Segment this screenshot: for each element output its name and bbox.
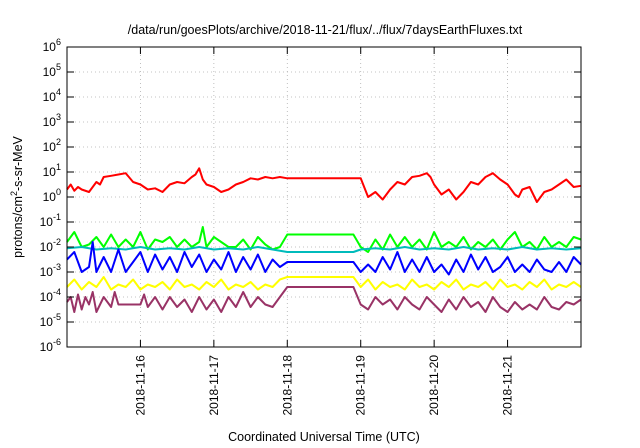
x-tick-label: 2018-11-21 xyxy=(501,355,515,416)
x-tick-label: 2018-11-17 xyxy=(207,355,221,416)
series-line-red xyxy=(66,167,582,203)
x-tick-label: 2018-11-19 xyxy=(354,355,368,416)
y-tick-label: 105 xyxy=(43,62,61,79)
grid-lines xyxy=(67,47,581,347)
y-tick-label: 10-4 xyxy=(40,287,61,304)
series-lines xyxy=(66,167,582,313)
series-line-yellow xyxy=(66,276,582,291)
chart-title: /data/run/goesPlots/archive/2018-11-21/f… xyxy=(128,23,523,37)
x-tick-label: 2018-11-18 xyxy=(280,355,294,416)
x-tick-label: 2018-11-20 xyxy=(427,355,441,416)
series-line-green xyxy=(66,226,582,253)
y-tick-labels: 10-6 10-5 10-4 10-3 10-2 10-1 100 101 102 103 104 1… xyxy=(40,37,61,354)
x-tick-label: 2018-11-16 xyxy=(133,355,147,416)
series-line-purple xyxy=(66,286,582,313)
y-tick-label: 10-2 xyxy=(40,237,61,254)
y-tick-label: 100 xyxy=(43,187,61,204)
series-line-cyan xyxy=(66,246,582,253)
y-axis-label: protons/cm2-s-sr-MeV xyxy=(9,135,25,257)
y-tick-label: 103 xyxy=(43,112,61,129)
x-tick-labels: 2018-11-16 2018-11-17 2018-11-18 2018-11-19… xyxy=(133,355,514,416)
y-tick-label: 10-5 xyxy=(40,312,61,329)
y-tick-label: 10-1 xyxy=(40,212,61,229)
y-tick-label: 101 xyxy=(43,162,61,179)
series-line-blue xyxy=(66,241,582,276)
x-axis-label: Coordinated Universal Time (UTC) xyxy=(228,430,420,444)
y-tick-label: 102 xyxy=(43,137,61,154)
y-tick-label: 10-3 xyxy=(40,262,61,279)
axis-ticks xyxy=(67,46,581,348)
y-tick-label: 104 xyxy=(43,87,61,104)
y-tick-label: 10-6 xyxy=(40,337,61,354)
y-tick-label: 106 xyxy=(43,37,61,54)
